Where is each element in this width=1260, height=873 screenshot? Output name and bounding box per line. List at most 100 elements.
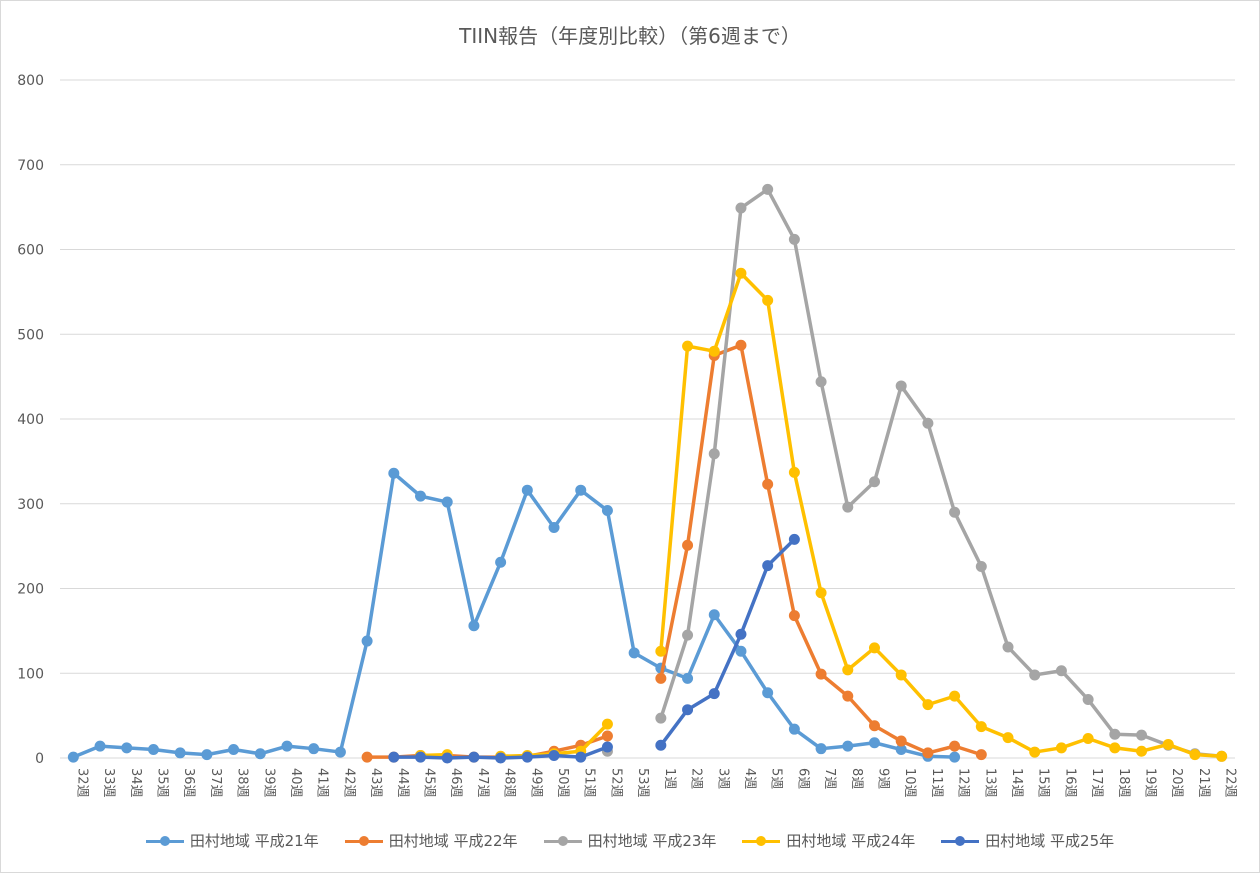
legend-entry: 田村地域 平成24年 <box>742 830 915 851</box>
data-point <box>1055 665 1067 677</box>
data-point <box>601 718 613 730</box>
data-point <box>415 751 427 763</box>
data-point <box>94 740 106 752</box>
data-point <box>975 749 987 761</box>
data-point <box>922 699 934 711</box>
legend-marker-icon <box>742 833 781 849</box>
x-tick-label: 40週 <box>288 768 303 798</box>
data-point <box>495 752 507 764</box>
y-tick-label: 300 <box>17 497 44 513</box>
data-point <box>868 737 880 749</box>
data-point <box>949 690 961 702</box>
x-tick-label: 39週 <box>261 768 276 798</box>
series-4 <box>415 267 1228 762</box>
data-point <box>842 664 854 676</box>
data-point <box>521 751 533 763</box>
x-tick-label: 8週 <box>849 768 864 789</box>
data-point <box>762 478 774 490</box>
x-tick-label: 18週 <box>1116 768 1131 798</box>
legend-label: 田村地域 平成22年 <box>388 832 518 850</box>
data-point <box>788 466 800 478</box>
data-point <box>1136 729 1148 741</box>
data-point <box>415 490 427 502</box>
data-point <box>1109 742 1121 754</box>
data-point <box>441 752 453 764</box>
data-point <box>361 751 373 763</box>
data-point <box>815 743 827 755</box>
legend-entry: 田村地域 平成22年 <box>344 830 518 851</box>
data-point <box>575 484 587 496</box>
x-tick-label: 3週 <box>715 768 730 789</box>
legend-marker-icon <box>145 833 184 849</box>
data-point <box>1002 641 1014 653</box>
legend-label: 田村地域 平成25年 <box>985 832 1115 850</box>
data-point <box>895 380 907 392</box>
x-tick-label: 38週 <box>235 768 250 798</box>
series-2 <box>361 339 987 763</box>
series-1 <box>67 467 961 763</box>
data-point <box>708 688 720 700</box>
data-point <box>1189 749 1201 761</box>
x-tick-label: 7週 <box>822 768 837 789</box>
x-tick-label: 34週 <box>128 768 143 798</box>
data-point <box>842 740 854 752</box>
data-point <box>254 748 266 760</box>
legend-marker-icon <box>543 833 582 849</box>
data-point <box>708 345 720 357</box>
data-point <box>762 560 774 572</box>
data-point <box>468 620 480 632</box>
series-line <box>659 187 1224 759</box>
data-point <box>788 233 800 245</box>
data-point <box>868 720 880 732</box>
x-tick-label: 45週 <box>422 768 437 798</box>
data-point <box>735 645 747 657</box>
series-layer <box>67 183 1228 764</box>
data-point <box>762 183 774 195</box>
data-point <box>895 669 907 681</box>
data-point <box>735 267 747 279</box>
legend-marker-icon <box>941 833 980 849</box>
legend-label: 田村地域 平成21年 <box>189 832 319 850</box>
x-tick-label: 15週 <box>1036 768 1051 798</box>
data-point <box>521 484 533 496</box>
data-point <box>1029 669 1041 681</box>
x-tick-label: 2週 <box>689 768 704 789</box>
x-tick-label: 13週 <box>982 768 997 798</box>
data-point <box>975 560 987 572</box>
data-point <box>1029 746 1041 758</box>
x-tick-label: 19週 <box>1143 768 1158 798</box>
y-axis-tick-labels: 0 100 200 300 400 500 600 700 800 <box>17 73 44 767</box>
data-point <box>575 751 587 763</box>
x-tick-label: 37週 <box>208 768 223 798</box>
x-tick-label: 47週 <box>475 768 490 798</box>
data-point <box>735 628 747 640</box>
legend-label: 田村地域 平成23年 <box>587 832 717 850</box>
series-5 <box>388 533 800 764</box>
x-tick-label: 53週 <box>635 768 650 798</box>
x-tick-label: 41週 <box>315 768 330 798</box>
data-point <box>388 751 400 763</box>
data-point <box>682 539 694 551</box>
x-tick-label: 42週 <box>341 768 356 798</box>
data-point <box>682 629 694 641</box>
y-tick-label: 800 <box>17 73 44 89</box>
data-point <box>682 704 694 716</box>
data-point <box>1082 694 1094 706</box>
x-tick-label: 49週 <box>528 768 543 798</box>
data-point <box>682 672 694 684</box>
x-tick-label: 22週 <box>1223 768 1238 798</box>
data-point <box>441 496 453 508</box>
legend-entry: 田村地域 平成23年 <box>543 830 717 851</box>
data-point <box>495 556 507 568</box>
data-point <box>1055 742 1067 754</box>
data-point <box>601 505 613 517</box>
x-tick-label: 14週 <box>1009 768 1024 798</box>
data-point <box>815 587 827 599</box>
legend-marker-icon <box>344 833 383 849</box>
x-tick-label: 48週 <box>502 768 517 798</box>
data-point <box>842 501 854 513</box>
data-point <box>281 740 293 752</box>
x-tick-label: 5週 <box>769 768 784 789</box>
